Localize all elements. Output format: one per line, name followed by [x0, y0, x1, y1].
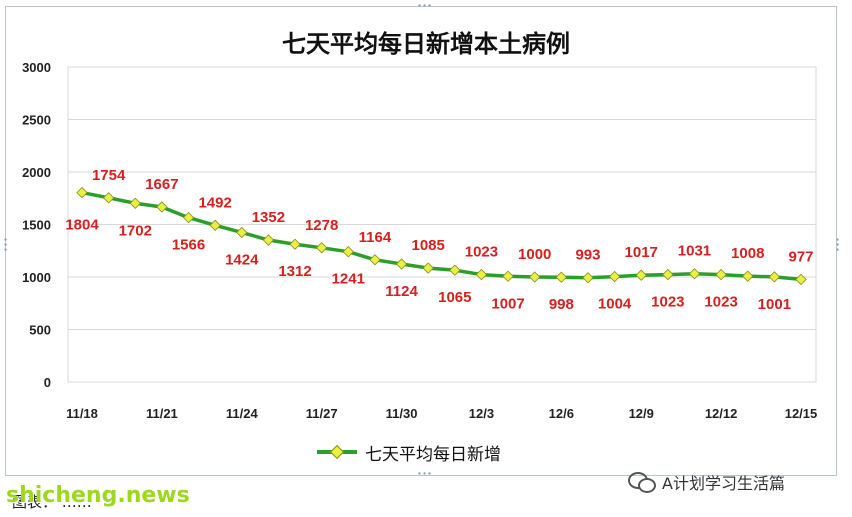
data-label: 1241: [332, 271, 365, 288]
site-watermark: shicheng.news: [6, 483, 190, 508]
legend: 七天平均每日新增: [317, 440, 501, 465]
data-label: 1017: [625, 244, 658, 261]
data-point: [502, 270, 514, 282]
data-point: [422, 262, 434, 274]
data-point: [795, 273, 807, 286]
data-label: 1702: [119, 222, 152, 239]
x-tick-label: 12/6: [549, 406, 574, 421]
x-tick-label: 11/21: [146, 406, 178, 421]
y-tick-label: 1000: [22, 270, 51, 285]
chart-frame: ∙∙∙ ∙∙∙ ∙∙∙ ∙∙∙: [1, 1, 842, 478]
data-point: [608, 270, 621, 283]
data-point: [182, 211, 195, 224]
data-label: 977: [788, 248, 813, 265]
chart-title: 七天平均每日新增本土病例: [282, 30, 570, 58]
data-label: 1031: [678, 243, 711, 260]
data-label: 993: [575, 247, 600, 264]
data-point: [529, 271, 541, 283]
data-label: 1008: [731, 245, 764, 262]
data-label: 998: [549, 296, 574, 313]
data-point: [582, 272, 594, 284]
data-point: [635, 269, 647, 281]
x-tick-label: 11/18: [66, 406, 98, 421]
x-tick-label: 11/24: [226, 406, 259, 421]
legend-series-label: 七天平均每日新增: [365, 444, 501, 465]
x-tick-label: 12/12: [705, 406, 738, 421]
data-label: 1007: [491, 295, 524, 312]
data-labels: 1804 1754 1702 1667 1566 1492 1424 1352 1312 1278…: [65, 167, 813, 313]
y-axis-ticks: 0 500 1000 1500 2000 2500 3000: [22, 60, 51, 390]
data-label: 1000: [518, 246, 551, 263]
data-label: 1164: [359, 229, 392, 246]
data-point: [262, 234, 275, 246]
data-point: [662, 268, 674, 281]
legend-line-swatch: [317, 445, 357, 459]
y-tick-label: 2500: [22, 113, 51, 128]
y-tick-label: 500: [29, 323, 51, 338]
y-tick-label: 1500: [22, 218, 51, 233]
data-point: [102, 192, 115, 204]
wechat-icon: [628, 472, 656, 493]
data-label: 1124: [385, 283, 418, 300]
source-caption: 图表： ……: [12, 493, 92, 511]
data-label: 1352: [252, 209, 285, 226]
data-point: [768, 271, 781, 283]
data-label: 1667: [145, 176, 178, 193]
x-tick-label: 12/9: [629, 406, 654, 421]
data-point: [342, 246, 354, 258]
data-label: 1566: [172, 237, 205, 254]
data-label: 1085: [411, 237, 444, 254]
data-point: [76, 186, 88, 199]
x-tick-label: 12/15: [785, 406, 818, 421]
data-label: 1492: [198, 194, 231, 211]
wechat-account: A计划学习生活篇: [628, 470, 785, 494]
data-point: [209, 219, 221, 231]
resize-handle-bottom[interactable]: ∙∙∙: [417, 469, 433, 478]
x-tick-label: 12/3: [469, 406, 494, 421]
resize-handle-top[interactable]: ∙∙∙: [417, 1, 433, 10]
data-point: [688, 268, 701, 280]
x-axis-ticks: 11/18 11/21 11/24 11/27 11/30 12/3 12/6 12/9 12/…: [66, 406, 817, 421]
data-label: 1023: [651, 294, 684, 311]
x-tick-label: 11/30: [386, 406, 418, 421]
data-label: 1023: [465, 244, 498, 261]
data-point: [395, 258, 408, 270]
data-label: 1004: [598, 296, 632, 313]
data-point: [369, 254, 381, 266]
data-point: [475, 268, 488, 281]
y-tick-label: 0: [44, 375, 51, 390]
data-label: 1424: [225, 251, 259, 268]
data-point: [449, 264, 461, 276]
wechat-account-name: A计划学习生活篇: [662, 474, 785, 493]
data-label: 1001: [758, 296, 791, 313]
data-point: [742, 270, 754, 282]
x-tick-label: 11/27: [306, 406, 338, 421]
data-label: 1065: [438, 289, 471, 306]
y-tick-label: 3000: [22, 60, 51, 75]
data-point: [555, 271, 567, 283]
data-label: 1754: [92, 167, 126, 184]
data-label: 1312: [278, 263, 311, 280]
data-point: [316, 242, 328, 254]
series-line: [76, 186, 807, 286]
data-point: [289, 238, 301, 250]
data-point: [156, 201, 168, 213]
data-label: 1278: [305, 217, 338, 234]
y-tick-label: 2000: [22, 165, 51, 180]
data-point: [715, 268, 727, 281]
data-point: [129, 197, 141, 209]
data-label: 1804: [65, 217, 99, 234]
data-label: 1023: [704, 294, 737, 311]
series-line-path: [81, 190, 802, 282]
grid-lines: [67, 66, 817, 383]
data-point: [236, 226, 248, 239]
